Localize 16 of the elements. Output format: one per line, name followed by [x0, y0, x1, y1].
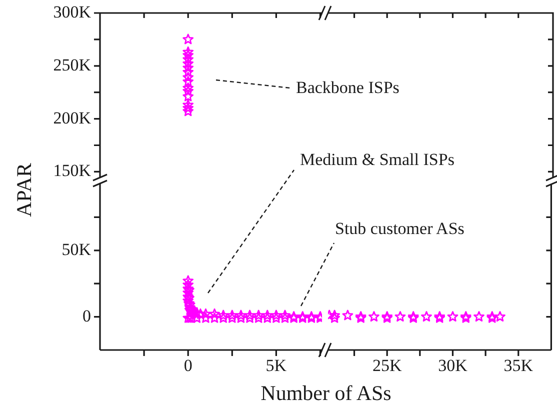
x-axis-title: Number of ASs — [260, 380, 392, 406]
x-tick-label: 5K — [266, 356, 288, 375]
x-tick-label: 35K — [504, 356, 534, 375]
x-tick-label: 25K — [372, 356, 402, 375]
annotation: Medium & Small ISPs — [300, 150, 454, 170]
y-axis-title: APAR — [11, 162, 37, 218]
y-tick-label: 300K — [53, 2, 92, 22]
x-tick-label: 30K — [438, 356, 468, 375]
annotation: Backbone ISPs — [296, 78, 400, 98]
y-tick-label: 150K — [53, 161, 92, 180]
x-tick-label: 0 — [184, 356, 192, 375]
y-tick-label: 200K — [53, 108, 92, 128]
y-tick-label: 0 — [82, 306, 91, 326]
annotation: Stub customer ASs — [335, 219, 464, 239]
y-tick-label: 250K — [53, 55, 92, 74]
y-tick-label: 50K — [62, 240, 92, 259]
